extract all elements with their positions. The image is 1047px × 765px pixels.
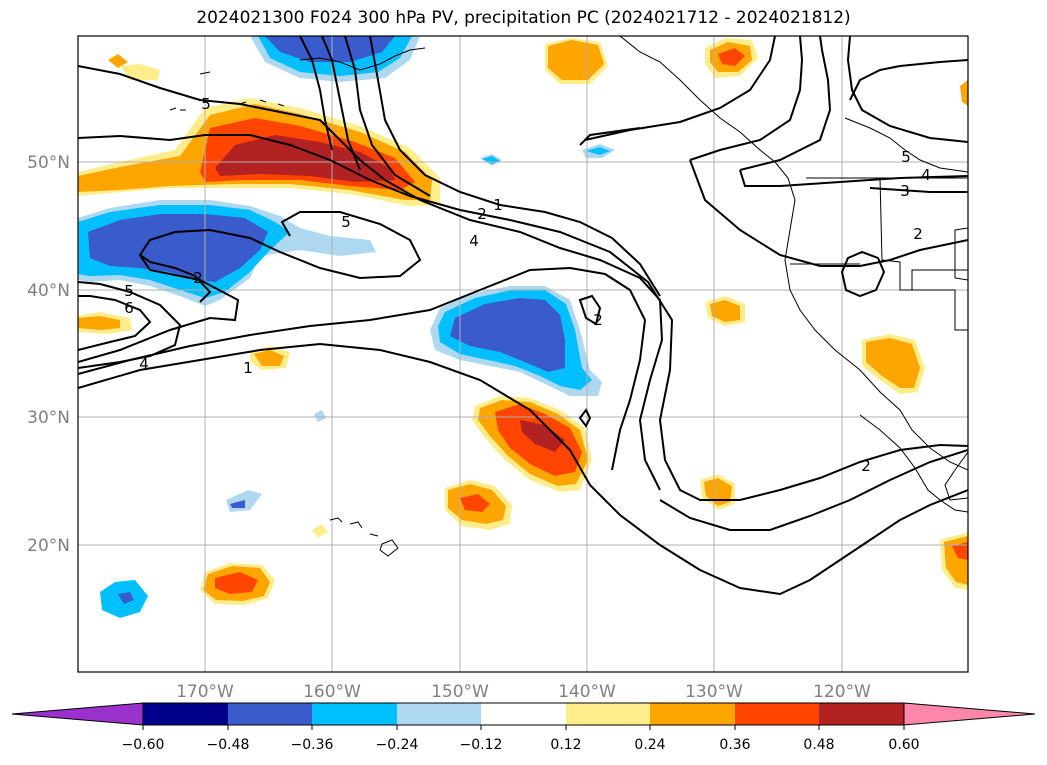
contour-label: 5: [124, 282, 134, 300]
contour-label: 2: [477, 205, 487, 223]
colorbar-tick: 0.24: [634, 737, 665, 753]
colorbar-tick: −0.36: [291, 737, 334, 753]
colorbar-segment: [650, 703, 735, 725]
colorbar-tick: 0.60: [888, 737, 919, 753]
contour-label: 4: [139, 355, 149, 373]
lon-label: 170°W: [176, 682, 234, 702]
colorbar-segment: [481, 703, 566, 725]
contour-label: 4: [469, 232, 479, 250]
coastlines: [169, 36, 968, 557]
contour-label: 2: [861, 457, 871, 475]
latitude-labels: 50°N 40°N 30°N 20°N: [27, 153, 70, 556]
contour-label: 2: [593, 311, 603, 329]
colorbar-tick: 0.36: [719, 737, 750, 753]
contour-label: 1: [493, 196, 503, 214]
colorbar-segment: [312, 703, 397, 725]
lat-label: 40°N: [27, 281, 70, 301]
colorbar-tick: −0.60: [122, 737, 165, 753]
pv-contours: [78, 36, 968, 596]
contour-label: 5: [901, 148, 911, 166]
map-frame: [77, 35, 969, 673]
colorbar-segment: [143, 703, 228, 725]
map-title: 2024021300 F024 300 hPa PV, precipitatio…: [196, 8, 851, 28]
contour-label: 5: [201, 95, 211, 113]
lat-label: 20°N: [27, 536, 70, 556]
precip-shading: [78, 36, 968, 618]
contour-label: 5: [341, 213, 351, 231]
colorbar-tick: −0.48: [207, 737, 250, 753]
lon-label: 160°W: [303, 682, 361, 702]
contour-label: 3: [900, 182, 910, 200]
colorbar-arrow-right: [903, 702, 1036, 726]
lat-label: 50°N: [27, 153, 70, 173]
colorbar-tick: 0.12: [550, 737, 581, 753]
colorbar-tick: 0.48: [803, 737, 834, 753]
longitude-labels: 170°W 160°W 150°W 140°W 130°W 120°W: [176, 682, 871, 702]
contour-label: 2: [913, 225, 923, 243]
contour-labels: 5 1 2 4 5 2 5 6 4 1 2 5 4 3 2 2: [124, 95, 931, 475]
lon-label: 130°W: [685, 682, 743, 702]
colorbar-segment: [397, 703, 481, 725]
contour-label: 4: [921, 166, 931, 184]
colorbar-frame: [142, 702, 905, 726]
contour-label: 1: [243, 359, 253, 377]
lon-label: 120°W: [813, 682, 871, 702]
lon-label: 150°W: [431, 682, 489, 702]
lat-label: 30°N: [27, 408, 70, 428]
colorbar-segment: [819, 703, 904, 725]
colorbar-tick: −0.12: [460, 737, 503, 753]
contour-label: 2: [193, 269, 203, 287]
colorbar: −0.60 −0.48 −0.36 −0.24 −0.12 0.12 0.24 …: [11, 702, 1036, 753]
gridlines: [78, 36, 968, 672]
colorbar-arrow-left: [11, 702, 144, 726]
colorbar-segment: [735, 703, 819, 725]
colorbar-segment: [228, 703, 312, 725]
contour-label: 6: [124, 299, 134, 317]
colorbar-tick: −0.24: [376, 737, 419, 753]
colorbar-segment: [566, 703, 650, 725]
lon-label: 140°W: [558, 682, 616, 702]
